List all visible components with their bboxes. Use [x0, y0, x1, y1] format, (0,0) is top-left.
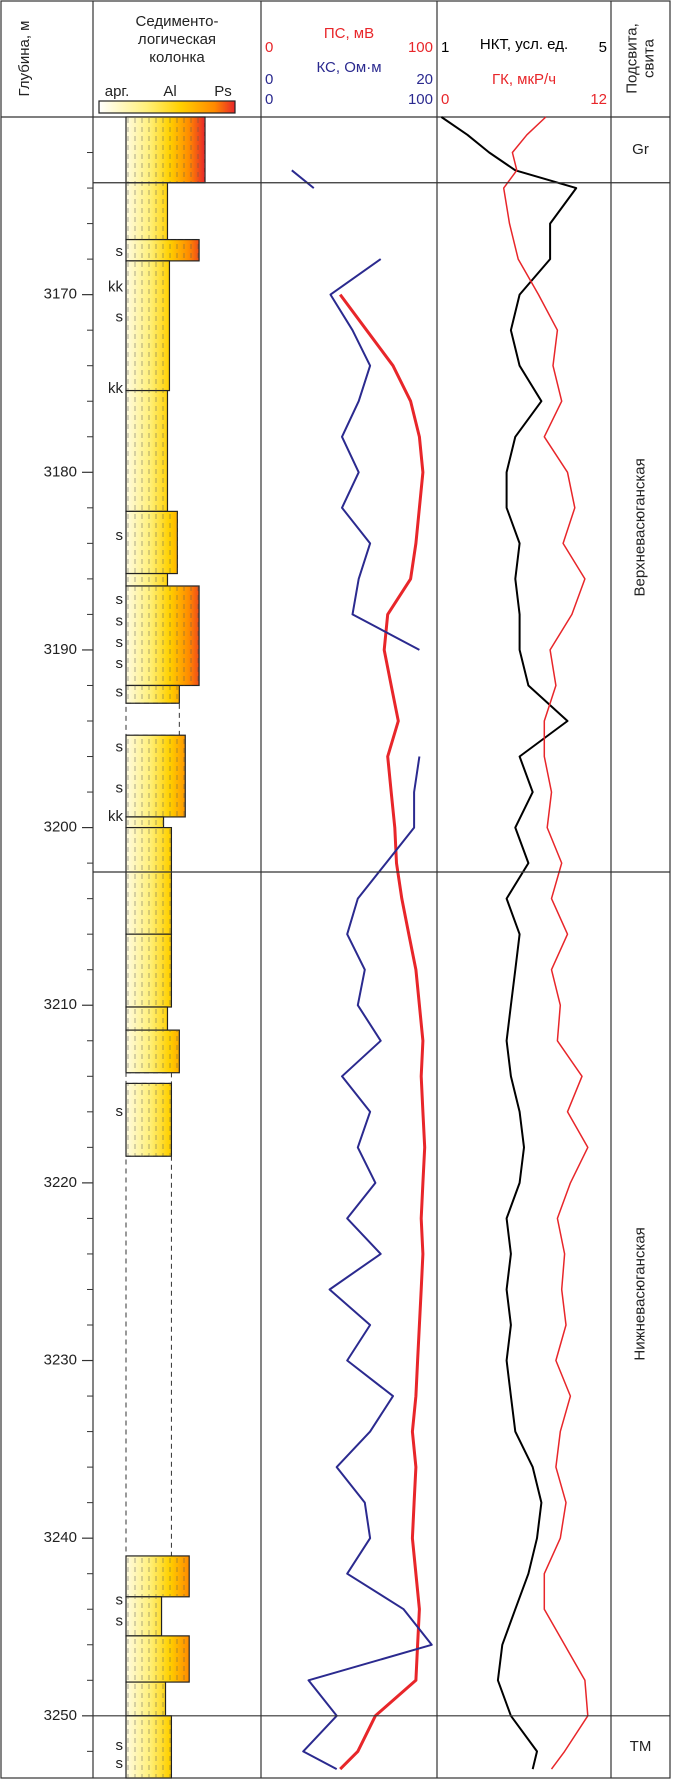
lithology-texture	[126, 240, 199, 261]
lithology-annotation: kk	[108, 380, 124, 397]
formation-label: Верхневасюганская	[631, 458, 648, 596]
lithology-texture	[126, 735, 185, 817]
scale-max: 100	[408, 91, 433, 108]
track-title: Седименто-	[136, 13, 219, 30]
lithology-annotation: s	[116, 739, 124, 756]
core-gap	[126, 1156, 171, 1556]
lithology-annotation: s	[116, 591, 124, 608]
log-curve	[441, 117, 576, 1769]
lithology-annotation: s	[116, 243, 124, 260]
lithology-texture	[126, 1716, 171, 1778]
scale-min: 0	[265, 71, 273, 88]
scale-min: 0	[265, 91, 273, 108]
formation-label: ТМ	[630, 1738, 652, 1755]
lithology-annotation: s	[116, 634, 124, 651]
formation-label: Gr	[632, 141, 649, 158]
log-curve	[292, 170, 420, 650]
log-curve	[303, 757, 432, 1770]
legend-label: ПС, мВ	[324, 25, 374, 42]
grain-scale-label: Ps	[214, 83, 232, 100]
scale-max: 20	[416, 71, 433, 88]
lithology-annotation: s	[116, 779, 124, 796]
y-tick-label: 3230	[44, 1351, 77, 1368]
log-curve	[504, 117, 588, 1769]
lithology-texture	[126, 1682, 166, 1716]
lithology-texture	[126, 586, 199, 685]
legend-label: НКТ, усл. ед.	[480, 36, 568, 53]
y-tick-label: 3190	[44, 641, 77, 658]
core-gap	[126, 1073, 171, 1084]
lithology-annotation: kk	[108, 279, 124, 296]
y-tick-label: 3210	[44, 996, 77, 1013]
track-title: свита	[640, 38, 657, 78]
scale-min: 0	[265, 39, 273, 56]
lithology-annotation: kk	[108, 808, 124, 825]
track-title: колонка	[149, 49, 205, 66]
lithology-annotation: s	[116, 684, 124, 701]
lithology-texture	[126, 1007, 167, 1030]
lithology-texture	[126, 183, 167, 240]
axis-title: Глубина, м	[16, 21, 33, 97]
lithology-annotation: s	[116, 655, 124, 672]
scale-max: 5	[599, 39, 607, 56]
lithology-texture	[126, 1030, 179, 1073]
lithology-texture	[126, 685, 179, 703]
frame	[1, 1, 670, 1778]
lithology-annotation: s	[116, 1103, 124, 1120]
lithology-texture	[126, 828, 171, 935]
lithology-texture	[126, 1083, 171, 1156]
lithology-texture	[126, 1556, 189, 1597]
grain-scale-label: Al	[163, 83, 176, 100]
lithology-annotation: s	[116, 1737, 124, 1754]
lithology-annotation: s	[116, 527, 124, 544]
track-title: логическая	[138, 31, 216, 48]
y-tick-label: 3180	[44, 463, 77, 480]
lithology-texture	[126, 511, 177, 573]
lithology-texture	[126, 261, 169, 391]
core-gap	[126, 703, 179, 735]
y-tick-label: 3220	[44, 1174, 77, 1191]
y-tick-label: 3240	[44, 1529, 77, 1546]
lithology-texture	[126, 817, 164, 828]
legend-label: ГК, мкР/ч	[492, 71, 556, 88]
lithology-texture	[126, 934, 171, 1007]
well-log-chart: Глубина, м 3170 3180 3190 3200 3210 3220 3230 32…	[0, 0, 673, 1781]
lithology-annotation: s	[116, 1591, 124, 1608]
lithology-texture	[126, 574, 167, 586]
formation-label: Нижневасюганская	[631, 1227, 648, 1360]
lithology-texture	[126, 117, 205, 183]
lithology-annotation: s	[116, 1613, 124, 1630]
grain-scale-label: арг.	[105, 83, 130, 100]
log-curve	[340, 295, 425, 1770]
scale-min: 0	[441, 91, 449, 108]
y-tick-label: 3250	[44, 1707, 77, 1724]
grain-scale-bar	[99, 101, 235, 113]
scale-min: 1	[441, 39, 449, 56]
lithology-annotation: s	[116, 1755, 124, 1772]
lithology-texture	[126, 1636, 189, 1682]
lithology-annotation: s	[116, 612, 124, 629]
legend-label: КС, Ом·м	[316, 59, 381, 76]
scale-max: 100	[408, 39, 433, 56]
y-tick-label: 3170	[44, 286, 77, 303]
scale-max: 12	[590, 91, 607, 108]
track-title: Подсвита,	[623, 23, 640, 94]
lithology-texture	[126, 391, 167, 512]
lithology-annotation: s	[116, 309, 124, 326]
lithology-texture	[126, 1597, 162, 1636]
y-tick-label: 3200	[44, 819, 77, 836]
